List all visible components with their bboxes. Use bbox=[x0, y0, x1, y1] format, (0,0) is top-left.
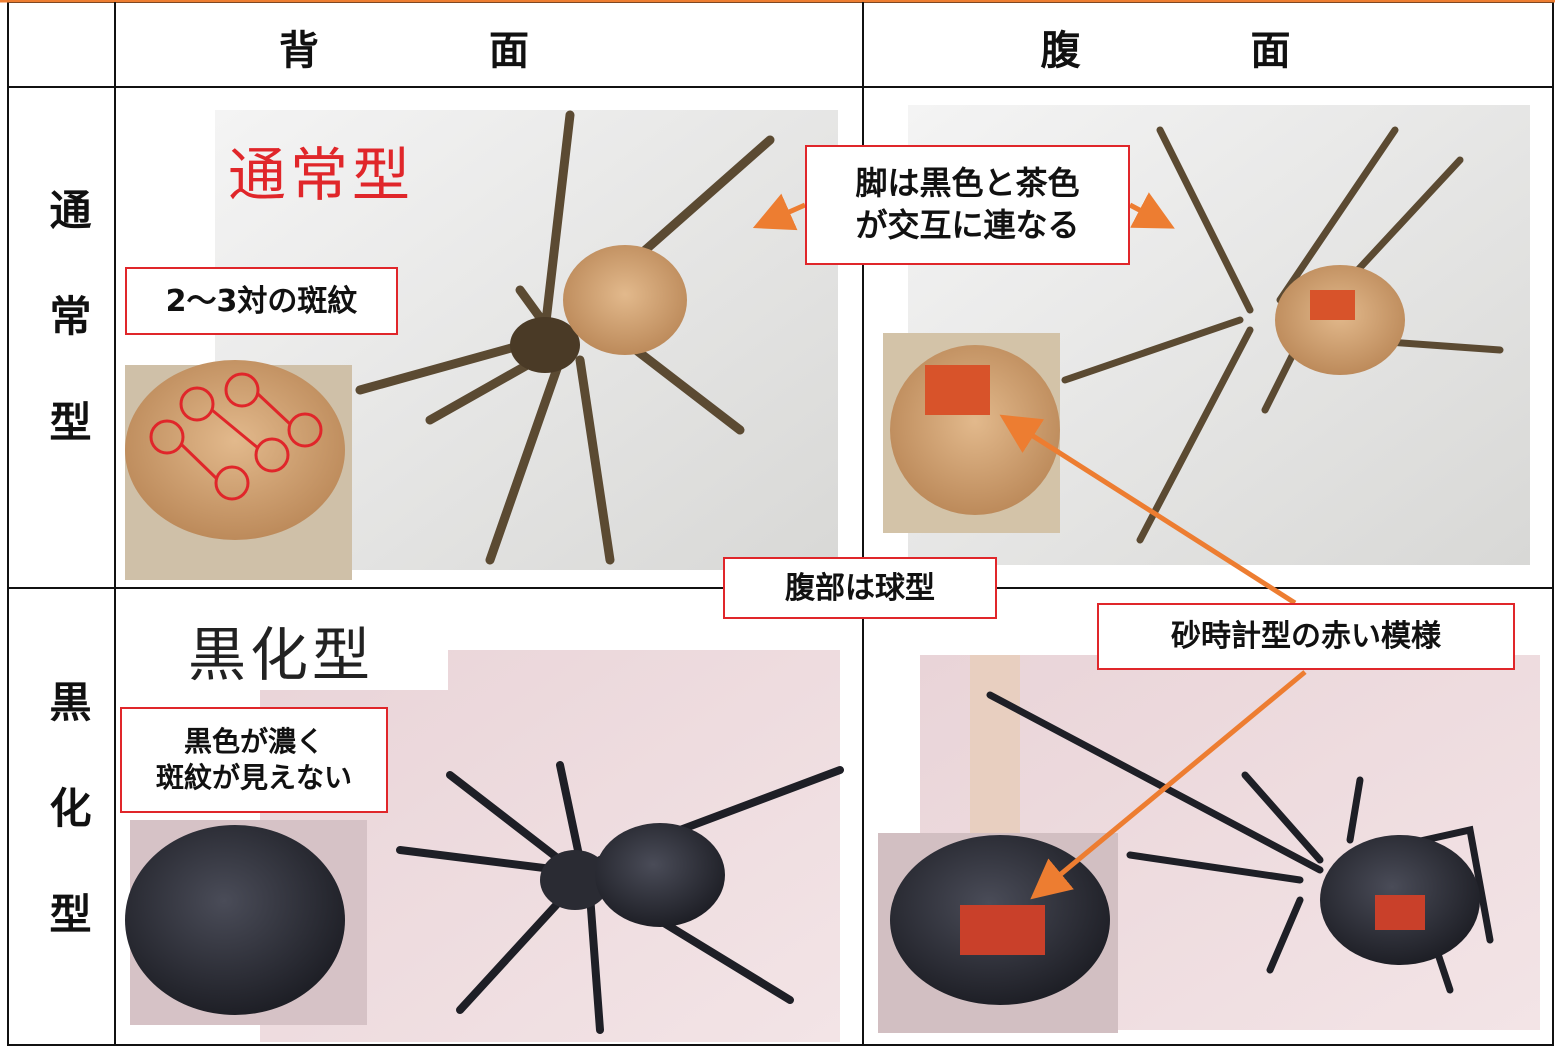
callout-line: 斑紋が見えない bbox=[155, 761, 352, 794]
arrow bbox=[999, 414, 1297, 606]
callout: 2〜3対の斑紋 bbox=[125, 267, 398, 335]
row-label: 通常型 bbox=[43, 188, 92, 506]
callout: 腹部は球型 bbox=[723, 557, 997, 619]
inset-photo bbox=[883, 333, 1060, 533]
arrow bbox=[1128, 192, 1175, 229]
callout-line: 黒色が濃く bbox=[183, 724, 324, 758]
arrow bbox=[752, 193, 807, 231]
callout-line: 2〜3対の斑紋 bbox=[165, 283, 358, 319]
callout: 脚は黒色と茶色 が交互に連なる bbox=[805, 145, 1130, 265]
callout-line: 脚は黒色と茶色 bbox=[855, 164, 1080, 203]
column-header: 腹面 bbox=[1040, 28, 1461, 74]
photo-label: 黒化型 bbox=[188, 621, 375, 689]
column-header: 背面 bbox=[279, 28, 699, 74]
callout-line: 砂時計型の赤い模様 bbox=[1171, 619, 1441, 654]
inset-photo bbox=[878, 833, 1118, 1033]
inset-photo bbox=[125, 360, 352, 580]
callout-line: 腹部は球型 bbox=[785, 570, 935, 606]
callout: 黒色が濃く 斑紋が見えない bbox=[120, 707, 388, 813]
callout: 砂時計型の赤い模様 bbox=[1097, 603, 1515, 670]
row-label: 黒化型 bbox=[43, 680, 92, 998]
inset-photo bbox=[125, 820, 367, 1025]
callout-line: が交互に連なる bbox=[855, 206, 1080, 244]
photo-label: 通常型 bbox=[228, 141, 415, 209]
photo bbox=[215, 110, 838, 570]
label-bg bbox=[175, 608, 448, 690]
arrow bbox=[1030, 670, 1307, 900]
